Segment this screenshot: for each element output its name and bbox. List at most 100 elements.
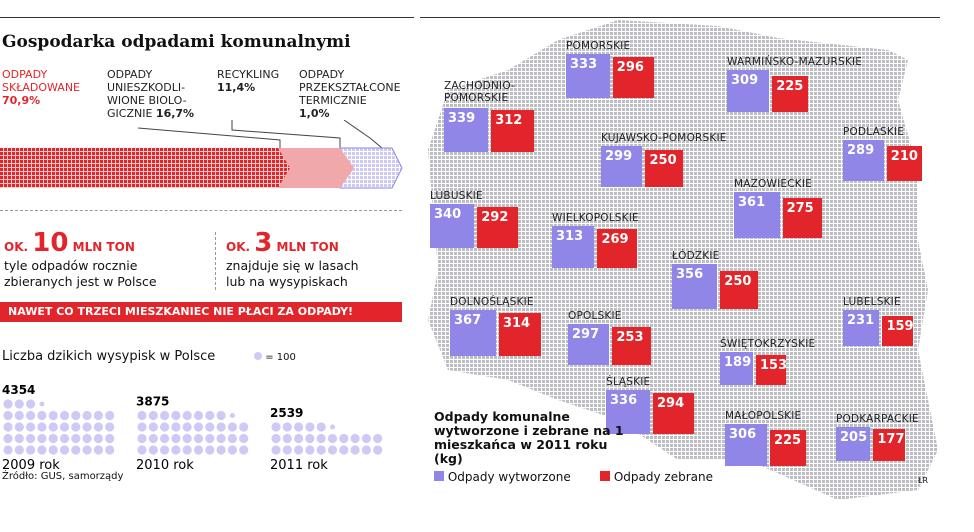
bar-zebrane: 250 [720, 271, 759, 310]
dump-dot [26, 410, 36, 421]
legend-swatch [434, 471, 444, 481]
region-label: LUBELSKIE [843, 296, 901, 308]
dumps-chart: 4354 2009 rok 3875 2010 rok 2539 2011 rok [2, 383, 383, 470]
label-termiczne: ODPADY PRZEKSZTAŁCONE TERMICZNIE 1,0% [299, 68, 401, 120]
region-label: ZACHODNIO-POMORSKIE [444, 80, 516, 104]
bar-wytworzone: 361 [734, 192, 780, 238]
dump-dot [26, 445, 36, 455]
dump-dot [282, 422, 292, 432]
bar-zebrane: 294 [652, 392, 695, 434]
dump-dot [14, 445, 24, 455]
dump-dot [239, 422, 249, 432]
dump-dot [14, 422, 24, 432]
dump-dot [105, 433, 115, 444]
dump-dot [350, 445, 360, 455]
bar-zebrane: 159 [882, 316, 914, 347]
dump-dot [26, 422, 36, 432]
dump-dot [282, 433, 292, 444]
legend-wytworzone: Odpady wytworzone [434, 470, 571, 484]
dump-dot [37, 445, 47, 455]
dump-year: 2010 rok [136, 458, 194, 470]
dump-dot [3, 433, 13, 444]
dump-value: 2539 [270, 406, 303, 420]
dump-dot [137, 433, 147, 444]
dump-dot [193, 422, 204, 432]
bar-wytworzone: 299 [601, 146, 643, 188]
bar-wytworzone: 356 [672, 264, 718, 310]
dump-dot [148, 422, 158, 432]
dump-dot [82, 445, 92, 455]
dump-dot [59, 422, 70, 432]
dump-dot [137, 422, 147, 432]
divider [0, 210, 402, 211]
dump-dot [148, 410, 158, 421]
dump-dot [305, 433, 315, 444]
dump-dot [227, 433, 237, 444]
region-label: POMORSKIE [566, 40, 631, 52]
label-recykling: RECYKLING 11,4% [217, 68, 280, 94]
bar-wytworzone: 306 [725, 424, 767, 466]
dump-dot [373, 445, 383, 455]
bar-zebrane: 253 [612, 327, 651, 366]
region-label: DOLNOŚLĄSKIE [450, 296, 534, 308]
bar-zebrane: 314 [498, 313, 542, 356]
dump-dot [93, 433, 103, 444]
dump-dot [282, 445, 292, 455]
bar-wytworzone: 367 [450, 310, 496, 356]
dump-dot [239, 445, 249, 455]
dump-dot [82, 410, 92, 421]
stat-forests: OK. 3 MLN TON znajduje się w lasach lub … [226, 228, 359, 289]
map-title: Odpady komunalne wytworzone i zebrane na… [434, 409, 624, 466]
dump-dot [3, 422, 13, 432]
dump-dot [3, 445, 13, 455]
bar-zebrane: 177 [873, 429, 906, 462]
dump-dot [59, 433, 70, 444]
map-area [428, 20, 938, 500]
dump-dot [105, 422, 115, 432]
dump-value: 3875 [136, 395, 169, 409]
dump-dot [71, 422, 81, 432]
leader-line [231, 120, 341, 148]
dump-dot [373, 433, 383, 444]
bar-wytworzone: 340 [430, 204, 475, 249]
bar-wytworzone: 231 [843, 310, 880, 347]
dump-dot [148, 445, 158, 455]
dump-dot [271, 433, 281, 444]
dump-dot [14, 410, 24, 421]
dump-dot [216, 422, 226, 432]
dump-dot [216, 410, 226, 421]
dump-dot [26, 433, 36, 444]
bar-wytworzone: 339 [444, 108, 489, 153]
dump-dot [182, 433, 192, 444]
dump-dot [14, 433, 24, 444]
dump-dot [305, 445, 315, 455]
label-bio: ODPADY UNIESZKODLI- WIONE BIOLO- GICZNIE… [107, 68, 195, 120]
bar-zebrane: 275 [782, 197, 823, 238]
bar-wytworzone: 309 [727, 70, 770, 113]
dump-dot [216, 445, 226, 455]
dumps-legend: = 100 [254, 352, 296, 363]
region-label: ŁÓDZKIE [672, 250, 720, 262]
dump-dot [216, 433, 226, 444]
dot-icon [254, 352, 262, 360]
bar-wytworzone: 297 [568, 324, 610, 366]
region-label: ŚLĄSKIE [606, 376, 651, 388]
dump-dot [316, 433, 326, 444]
dump-dot [205, 410, 215, 421]
dump-dot [229, 413, 235, 418]
dump-dot [361, 433, 371, 444]
dump-dot [160, 445, 170, 455]
dump-dot [294, 433, 304, 444]
dump-dot [271, 422, 281, 432]
dump-dot [227, 422, 237, 432]
leader-line [137, 127, 281, 148]
dump-dot [294, 422, 304, 432]
dump-dot [37, 433, 47, 444]
region-label: OPOLSKIE [568, 310, 622, 322]
dump-dot [205, 445, 215, 455]
dump-year: 2011 rok [270, 458, 328, 470]
dump-year: 2009 rok [2, 458, 60, 470]
dump-dot [37, 410, 47, 421]
dump-dot [227, 445, 237, 455]
dump-dot [316, 445, 326, 455]
